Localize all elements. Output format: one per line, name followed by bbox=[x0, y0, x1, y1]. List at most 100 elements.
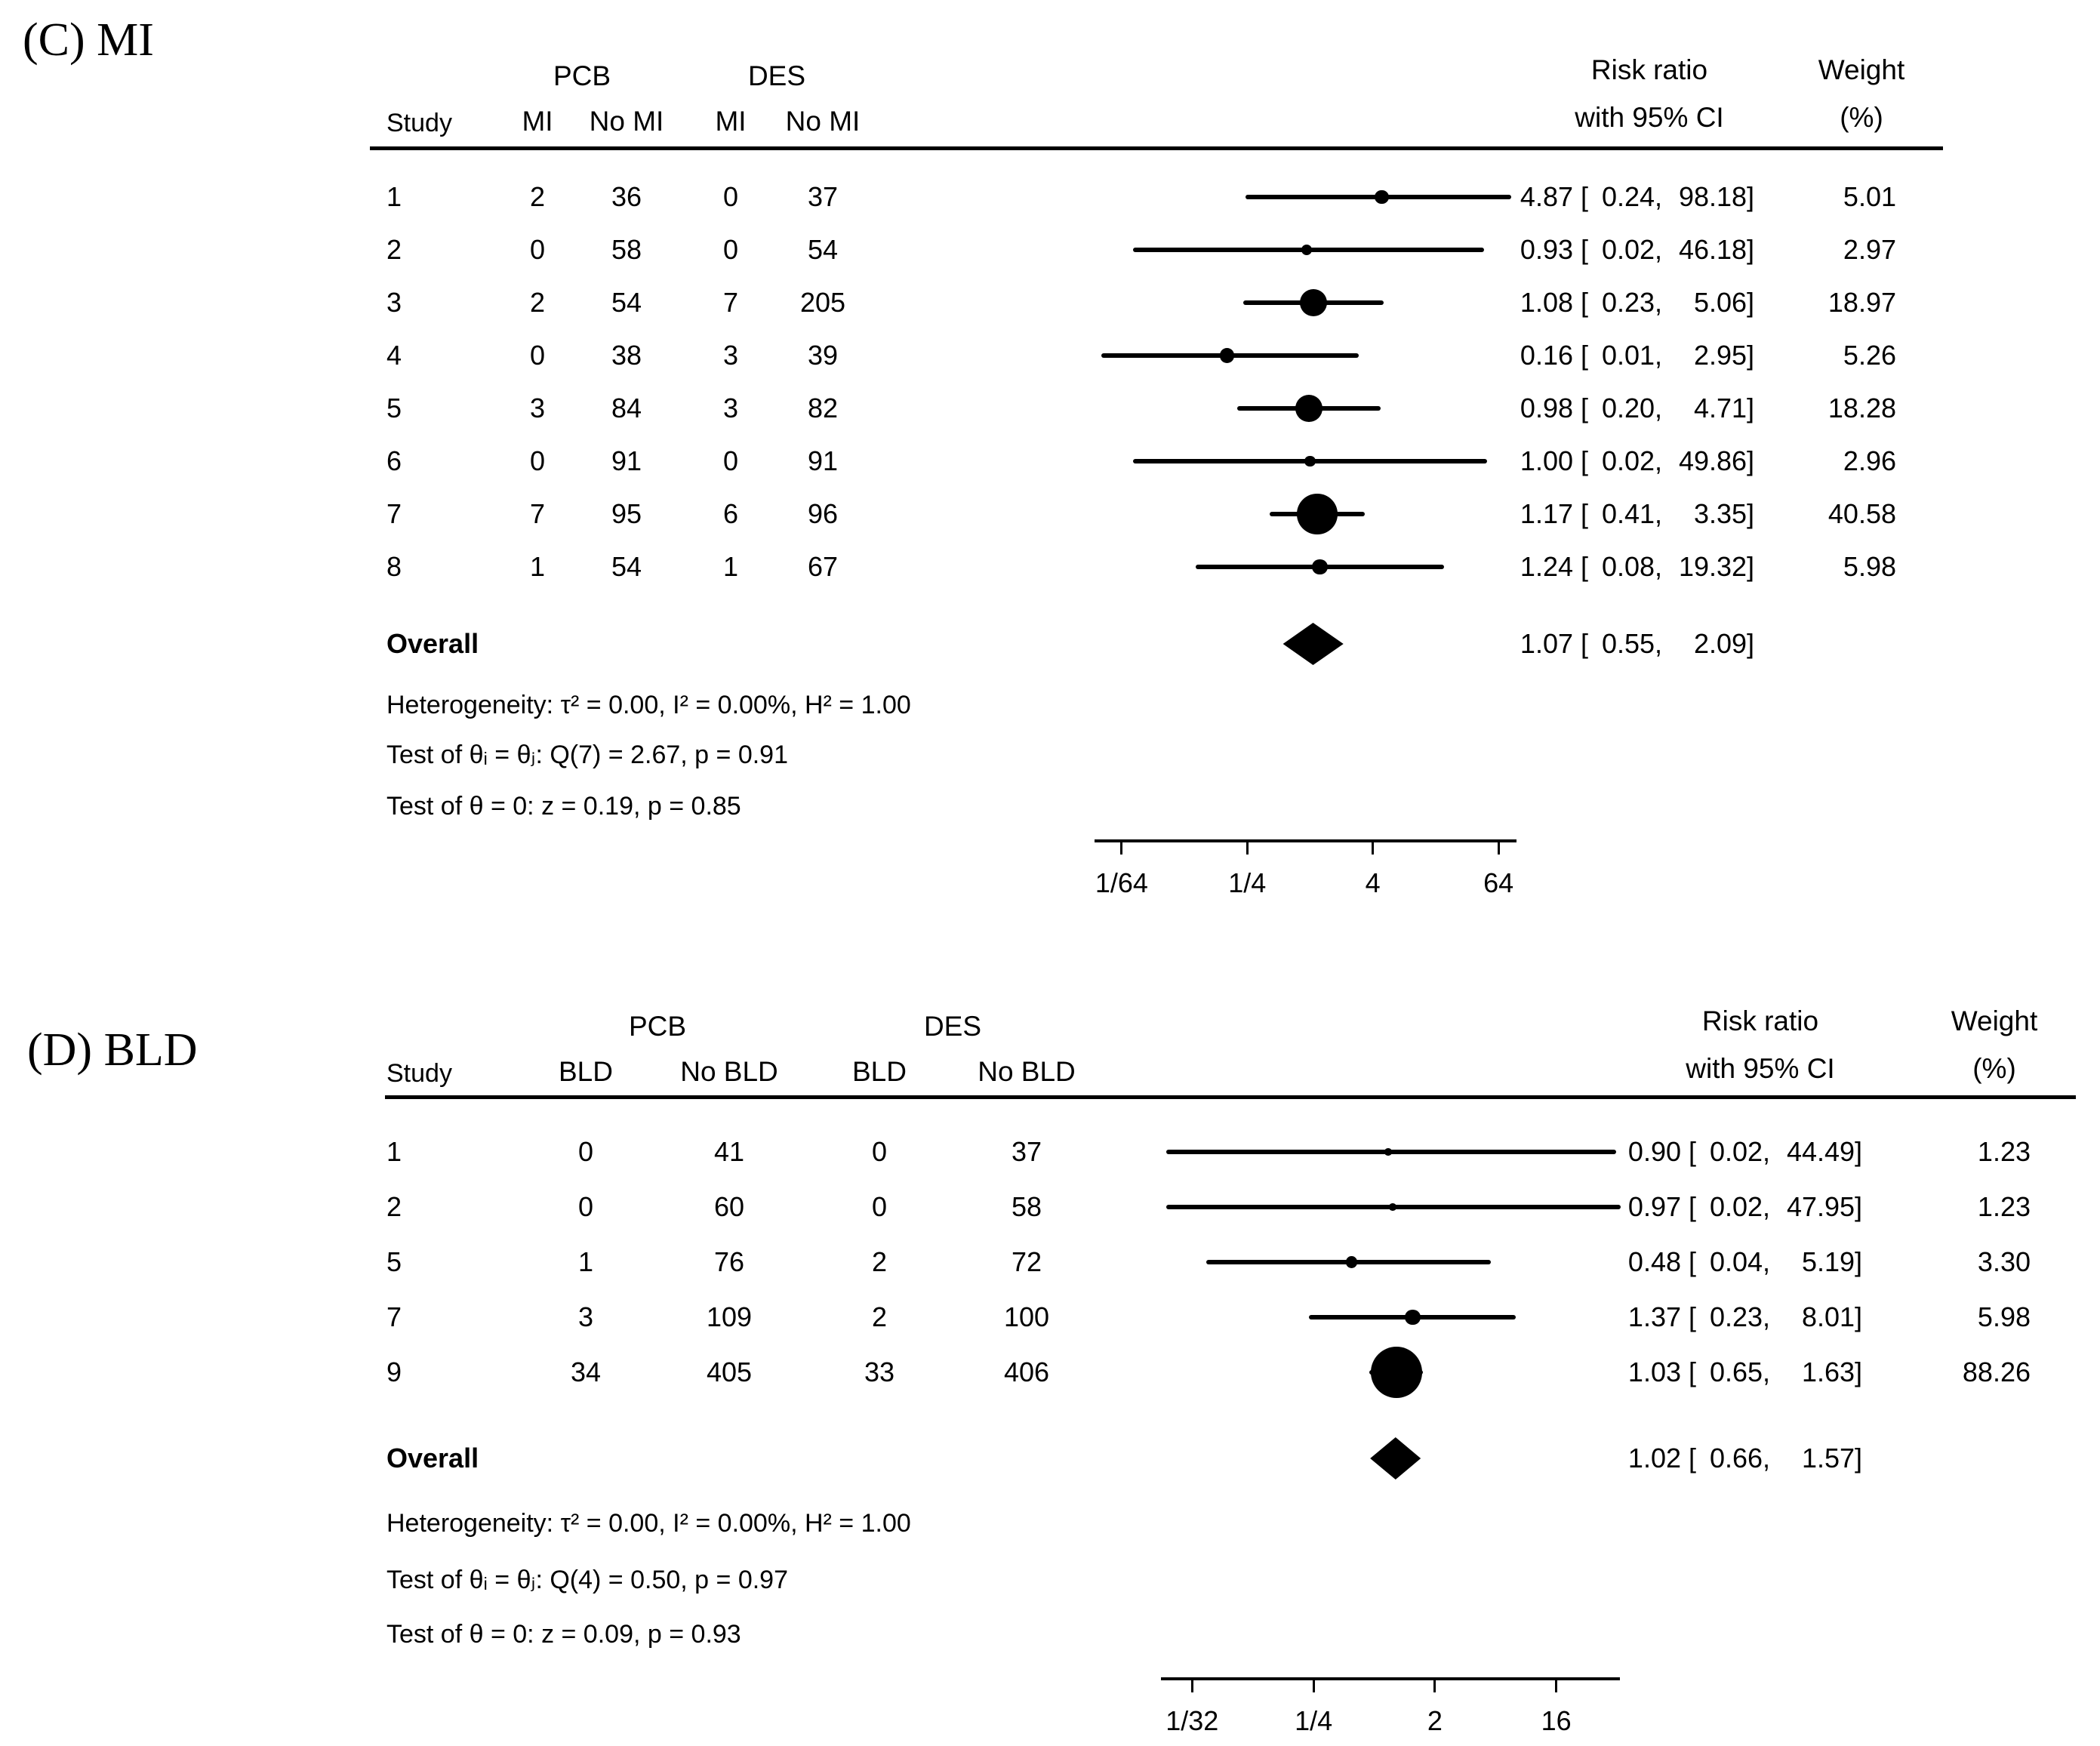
count-cell: 0 bbox=[529, 445, 546, 476]
risk-ratio-text-part: [ bbox=[1681, 1246, 1704, 1277]
count-cell: 67 bbox=[807, 551, 839, 582]
study-cell: 1 bbox=[386, 1136, 402, 1167]
count-cell: 0 bbox=[871, 1191, 888, 1222]
risk-ratio-text-part: 0.02 bbox=[1601, 234, 1655, 265]
risk-ratio-text-part: 1.24 bbox=[1520, 551, 1573, 582]
axis-tick bbox=[1246, 842, 1249, 855]
panel-d-title: (D) BLD bbox=[27, 1024, 198, 1076]
axis-tick-label: 1/4 bbox=[1295, 1705, 1333, 1736]
risk-ratio-text: 0.90 [ 0.02, 44.49] bbox=[1625, 1135, 1862, 1169]
weight-cell: 2.96 bbox=[1843, 445, 1896, 476]
risk-ratio-text-part: 1.17 bbox=[1520, 498, 1573, 529]
count-cell: 0 bbox=[722, 181, 739, 212]
count-cell: 3 bbox=[722, 340, 739, 371]
axis-tick-label: 1/64 bbox=[1095, 867, 1148, 898]
count-cell: 3 bbox=[577, 1301, 594, 1332]
risk-ratio-text-part: [ bbox=[1573, 181, 1597, 212]
panel-c-study-header: Study bbox=[386, 109, 452, 137]
count-cell: 2 bbox=[871, 1301, 888, 1332]
count-cell: 37 bbox=[807, 181, 839, 212]
risk-ratio-text-part: 0.23 bbox=[1601, 287, 1655, 318]
panel-c-header-rule bbox=[370, 146, 1943, 150]
risk-ratio-text-part: , bbox=[1655, 181, 1663, 212]
risk-ratio-text-part: 1.00 bbox=[1520, 445, 1573, 476]
count-cell: 205 bbox=[799, 287, 846, 318]
risk-ratio-text-part: 1.08 bbox=[1520, 287, 1573, 318]
effect-dot bbox=[1389, 1203, 1396, 1211]
weight-cell: 5.98 bbox=[1843, 551, 1896, 582]
count-cell: 33 bbox=[864, 1356, 895, 1387]
effect-dot bbox=[1304, 455, 1316, 467]
risk-ratio-text: 4.87 [ 0.24, 98.18] bbox=[1517, 180, 1754, 214]
weight-cell: 1.23 bbox=[1977, 1191, 2031, 1222]
axis-tick-label: 1/32 bbox=[1165, 1705, 1219, 1736]
panel-c-risk-header-2: with 95% CI bbox=[1575, 102, 1724, 133]
count-cell: 100 bbox=[1003, 1301, 1050, 1332]
weight-cell: 5.01 bbox=[1843, 181, 1896, 212]
panel-d-risk-header-2: with 95% CI bbox=[1686, 1053, 1835, 1084]
effect-dot bbox=[1370, 1347, 1422, 1398]
axis-tick-label: 2 bbox=[1427, 1705, 1443, 1736]
panel-d-header-rule bbox=[385, 1095, 2076, 1099]
risk-ratio-text-part: 4.87 bbox=[1520, 181, 1573, 212]
risk-ratio-text-part: , bbox=[1763, 1301, 1771, 1332]
overall-risk-ratio-text-part: , bbox=[1655, 628, 1663, 659]
study-cell: 8 bbox=[386, 551, 402, 582]
count-cell: 0 bbox=[577, 1191, 594, 1222]
panel-d-overall-label: Overall bbox=[386, 1443, 479, 1473]
count-cell: 0 bbox=[529, 340, 546, 371]
overall-risk-ratio-text-part: ] bbox=[1855, 1443, 1863, 1473]
risk-ratio-text: 0.97 [ 0.02, 47.95] bbox=[1625, 1190, 1862, 1224]
count-cell: 39 bbox=[807, 340, 839, 371]
count-cell: 82 bbox=[807, 393, 839, 423]
count-cell: 1 bbox=[577, 1246, 594, 1277]
risk-ratio-text-part: 3.35 bbox=[1693, 498, 1747, 529]
risk-ratio-text-part: 5.19 bbox=[1801, 1246, 1855, 1277]
overall-risk-ratio-text-part: 1.07 bbox=[1520, 628, 1573, 659]
panel-d-group2-header: DES bbox=[923, 1011, 982, 1042]
count-cell: 6 bbox=[722, 498, 739, 529]
risk-ratio-text-part: ] bbox=[1747, 551, 1755, 582]
study-cell: 3 bbox=[386, 287, 402, 318]
overall-risk-ratio-text-part: [ bbox=[1681, 1443, 1704, 1473]
risk-ratio-text-part: , bbox=[1655, 287, 1663, 318]
count-cell: 406 bbox=[1003, 1356, 1050, 1387]
panel-d-z-test-text: Test of θ = 0: z = 0.09, p = 0.93 bbox=[386, 1620, 741, 1649]
axis-tick-label: 4 bbox=[1365, 867, 1381, 898]
effect-dot bbox=[1299, 288, 1328, 317]
risk-ratio-text: 0.93 [ 0.02, 46.18] bbox=[1517, 232, 1754, 267]
risk-ratio-text-part: 44.49 bbox=[1786, 1136, 1855, 1167]
risk-ratio-text: 1.03 [ 0.65, 1.63] bbox=[1625, 1355, 1862, 1390]
panel-d-col-header-g2-noevent: No BLD bbox=[978, 1056, 1076, 1087]
count-cell: 0 bbox=[722, 445, 739, 476]
risk-ratio-text-part: 0.65 bbox=[1709, 1356, 1763, 1387]
overall-risk-ratio-text-part: [ bbox=[1573, 628, 1597, 659]
count-cell: 0 bbox=[722, 234, 739, 265]
risk-ratio-text-part: ] bbox=[1855, 1136, 1863, 1167]
weight-cell: 1.23 bbox=[1977, 1136, 2031, 1167]
count-cell: 3 bbox=[529, 393, 546, 423]
study-cell: 7 bbox=[386, 498, 402, 529]
risk-ratio-text-part: 0.02 bbox=[1601, 445, 1655, 476]
overall-risk-ratio-text: 1.07 [ 0.55, 2.09] bbox=[1517, 627, 1754, 661]
risk-ratio-text-part: 0.97 bbox=[1627, 1191, 1681, 1222]
axis-tick bbox=[1555, 1680, 1558, 1692]
overall-risk-ratio-text-part: 1.57 bbox=[1801, 1443, 1855, 1473]
risk-ratio-text-part: 46.18 bbox=[1678, 234, 1747, 265]
risk-ratio-text-part: [ bbox=[1573, 340, 1597, 371]
study-cell: 2 bbox=[386, 234, 402, 265]
risk-ratio-text-part: 1.03 bbox=[1627, 1356, 1681, 1387]
panel-d-heterogeneity-text: Heterogeneity: τ² = 0.00, I² = 0.00%, H²… bbox=[386, 1509, 911, 1538]
effect-dot bbox=[1219, 348, 1235, 363]
study-cell: 7 bbox=[386, 1301, 402, 1332]
axis-tick-label: 16 bbox=[1541, 1705, 1572, 1736]
risk-ratio-text-part: 8.01 bbox=[1801, 1301, 1855, 1332]
count-cell: 54 bbox=[611, 287, 642, 318]
effect-dot bbox=[1297, 494, 1338, 534]
risk-ratio-text-part: , bbox=[1655, 340, 1663, 371]
overall-risk-ratio-text: 1.02 [ 0.66, 1.57] bbox=[1625, 1441, 1862, 1476]
risk-ratio-text-part: , bbox=[1763, 1136, 1771, 1167]
panel-c-weight-header-2: (%) bbox=[1840, 102, 1883, 133]
risk-ratio-text-part: 0.98 bbox=[1520, 393, 1573, 423]
risk-ratio-text-part: ] bbox=[1855, 1301, 1863, 1332]
